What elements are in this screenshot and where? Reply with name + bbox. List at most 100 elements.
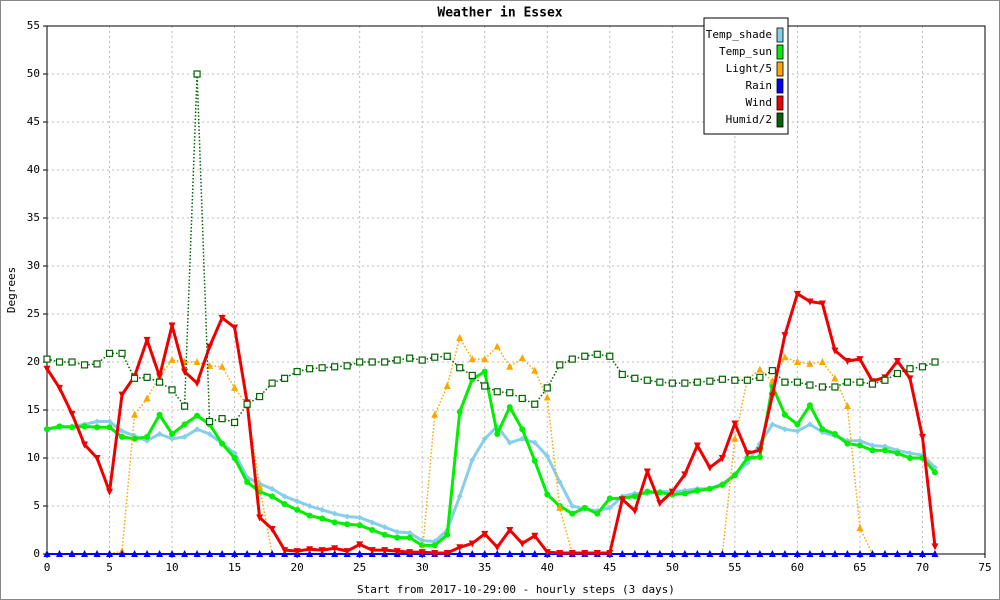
x-tick-label: 45 — [603, 561, 616, 574]
point — [694, 487, 701, 494]
point — [781, 332, 789, 340]
point — [231, 455, 238, 461]
point — [193, 380, 201, 388]
point — [269, 485, 276, 492]
y-tick-label: 45 — [27, 115, 40, 128]
point — [819, 426, 826, 433]
point — [356, 550, 364, 557]
y-tick-label: 30 — [27, 259, 40, 272]
point — [231, 550, 239, 557]
point — [119, 428, 126, 435]
point — [843, 358, 851, 366]
point — [231, 324, 239, 332]
point — [481, 355, 489, 363]
point — [194, 426, 201, 433]
point — [731, 550, 739, 557]
point — [731, 420, 739, 428]
point — [706, 485, 713, 492]
point — [368, 547, 376, 555]
point — [581, 504, 588, 511]
point — [393, 356, 401, 364]
point — [743, 550, 751, 557]
point — [818, 358, 826, 365]
point — [194, 412, 201, 419]
point — [268, 550, 276, 557]
point — [756, 447, 764, 455]
legend-label: Temp_sun — [719, 45, 772, 58]
point — [856, 378, 864, 386]
point — [618, 370, 626, 379]
point — [119, 433, 126, 440]
point — [431, 550, 439, 558]
legend-swatch — [776, 78, 784, 94]
point — [180, 402, 189, 410]
point — [918, 363, 927, 371]
x-tick-label: 30 — [416, 561, 429, 574]
point — [319, 506, 326, 513]
point — [206, 361, 214, 369]
chart-title: Weather in Essex — [437, 6, 562, 21]
point — [531, 550, 539, 557]
point — [569, 503, 576, 509]
y-tick-label: 0 — [33, 547, 40, 560]
point — [331, 545, 339, 553]
point — [793, 378, 802, 386]
point — [818, 383, 827, 391]
point — [218, 415, 226, 423]
legend-label: Temp_shade — [706, 28, 772, 41]
x-tick-label: 50 — [666, 561, 679, 574]
point — [856, 437, 863, 444]
point — [906, 550, 914, 557]
point — [593, 350, 601, 358]
point — [293, 368, 301, 376]
point — [93, 455, 101, 462]
point — [868, 380, 877, 388]
point — [106, 488, 114, 496]
point — [481, 368, 488, 375]
point — [481, 382, 489, 390]
point — [444, 531, 451, 538]
point — [106, 550, 114, 557]
point — [381, 524, 388, 531]
point — [494, 431, 501, 437]
x-tick-label: 35 — [478, 561, 491, 574]
point — [506, 389, 514, 397]
point — [81, 423, 88, 430]
point — [769, 421, 776, 428]
point — [606, 504, 613, 511]
point — [344, 513, 351, 520]
point — [643, 468, 651, 476]
point — [818, 550, 826, 557]
point — [831, 431, 838, 437]
point — [881, 550, 889, 557]
point — [394, 528, 401, 535]
point — [831, 347, 839, 355]
point — [168, 322, 176, 330]
point — [43, 365, 51, 373]
point — [756, 550, 764, 557]
point — [743, 376, 751, 384]
point — [656, 550, 664, 557]
point — [306, 546, 314, 554]
point — [869, 442, 876, 449]
point — [306, 503, 313, 509]
point — [744, 455, 751, 461]
point — [681, 471, 689, 479]
y-axis-label: Degrees — [5, 267, 18, 313]
point — [281, 501, 288, 508]
point — [381, 358, 389, 366]
point — [868, 550, 876, 557]
point — [68, 410, 76, 418]
point — [793, 358, 801, 365]
point — [869, 447, 876, 454]
point — [318, 364, 326, 372]
point — [344, 521, 351, 528]
point — [731, 472, 738, 479]
point — [143, 373, 151, 381]
point — [856, 356, 864, 364]
point — [519, 426, 526, 433]
legend-swatch — [776, 95, 784, 111]
point — [218, 550, 226, 557]
point — [406, 549, 414, 557]
point — [493, 388, 501, 396]
